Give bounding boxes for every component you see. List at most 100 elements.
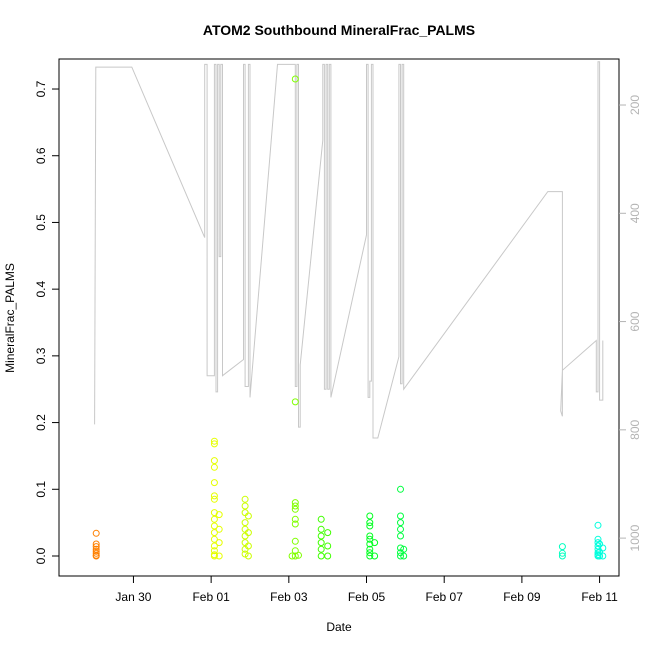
data-point [291, 520, 299, 528]
data-point [241, 519, 249, 527]
y2-tick-label: 800 [628, 420, 642, 440]
data-point [366, 519, 374, 527]
data-point [215, 525, 223, 533]
x-axis-label: Date [326, 620, 352, 634]
data-point [324, 542, 332, 550]
point-layer [92, 75, 607, 560]
data-point [241, 539, 249, 547]
data-point [558, 552, 566, 560]
data-point [244, 529, 252, 537]
data-point [317, 532, 325, 540]
data-point [210, 552, 218, 560]
depth-line [94, 61, 604, 439]
data-point [210, 463, 218, 471]
data-point [366, 512, 374, 520]
data-point [210, 437, 218, 445]
data-point [397, 485, 404, 493]
y-tick-label: 0.1 [34, 481, 48, 498]
data-point [92, 547, 100, 555]
data-point [210, 529, 218, 537]
depth-line-layer [94, 61, 604, 439]
data-point [92, 549, 100, 557]
plot-frame [58, 58, 620, 577]
data-point [244, 512, 252, 520]
x-tick-label: Jan 30 [115, 590, 151, 604]
data-point [291, 502, 299, 510]
data-point [210, 542, 218, 550]
data-point [295, 551, 302, 559]
data-point [291, 515, 299, 523]
data-point [366, 540, 374, 548]
data-point [317, 515, 325, 523]
data-point [210, 522, 218, 530]
data-point [291, 505, 299, 513]
data-point [366, 552, 374, 560]
data-point [594, 535, 602, 543]
data-point [210, 457, 218, 465]
x-tick-label: Feb 07 [426, 590, 464, 604]
data-point [594, 521, 602, 529]
data-point [317, 552, 325, 560]
data-point [210, 535, 218, 543]
x-tick-label: Feb 01 [192, 590, 230, 604]
x-tick-label: Feb 03 [270, 590, 308, 604]
data-point [397, 552, 404, 560]
data-point [241, 532, 249, 540]
data-point [241, 495, 249, 503]
chart-title: ATOM2 Southbound MineralFrac_PALMS [203, 22, 475, 38]
data-point [324, 529, 332, 537]
data-point [366, 535, 374, 543]
data-point [400, 545, 408, 553]
data-point [397, 512, 404, 520]
y2-tick-label: 200 [628, 95, 642, 115]
data-point [558, 543, 566, 551]
data-point [291, 537, 299, 545]
y-tick-label: 0.0 [34, 547, 48, 564]
data-point [366, 545, 374, 553]
x-tick-label: Feb 05 [348, 590, 386, 604]
data-point [215, 511, 223, 519]
y-tick-label: 0.5 [34, 214, 48, 231]
data-point [291, 547, 299, 555]
data-point [210, 492, 218, 500]
data-point [317, 545, 325, 553]
y-tick-label: 0.2 [34, 414, 48, 431]
x-tick-label: Feb 11 [581, 590, 618, 604]
data-point [366, 532, 374, 540]
data-point [324, 552, 332, 560]
data-point [397, 519, 404, 527]
data-point [210, 440, 218, 448]
data-point [92, 543, 100, 551]
data-point [210, 479, 218, 487]
data-point [599, 552, 607, 560]
data-point [317, 525, 325, 533]
data-point [215, 539, 223, 547]
data-point [371, 552, 379, 560]
data-point [397, 532, 404, 540]
data-point [400, 552, 408, 560]
data-point [594, 539, 602, 547]
data-point [92, 540, 100, 548]
data-point [92, 552, 100, 560]
y-tick-label: 0.7 [34, 80, 48, 97]
y2-tick-label: 400 [628, 203, 642, 223]
data-point [291, 398, 299, 406]
y-tick-label: 0.4 [34, 280, 48, 297]
y2-axis: 200 400 600 800 1000 [619, 95, 642, 551]
data-point [210, 495, 218, 503]
data-point [241, 502, 249, 510]
data-point [291, 552, 299, 560]
data-point [366, 522, 374, 530]
x-axis: Jan 30 Feb 01 Feb 03 Feb 05 Feb 07 Feb 09 Feb … [115, 576, 618, 604]
data-point [210, 515, 218, 523]
data-point [317, 539, 325, 547]
data-point [558, 549, 566, 557]
y2-tick-label: 600 [628, 311, 642, 331]
data-point [215, 552, 223, 560]
y-tick-label: 0.6 [34, 147, 48, 164]
data-point [241, 525, 249, 533]
x-tick-label: Feb 09 [503, 590, 541, 604]
y-tick-label: 0.3 [34, 347, 48, 364]
y-axis: 0.0 0.1 0.2 0.3 0.4 0.5 0.6 0.7 [34, 80, 59, 564]
